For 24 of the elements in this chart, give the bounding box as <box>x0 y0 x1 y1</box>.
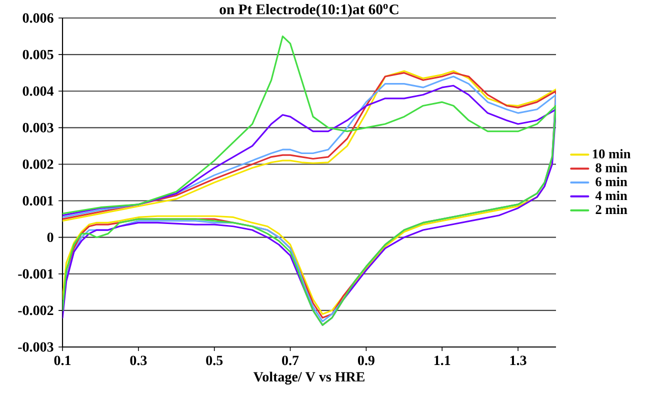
x-tick-label: 1.1 <box>434 356 450 366</box>
legend-label: 8 min <box>596 162 628 172</box>
y-tick-label: -0.002 <box>18 306 54 316</box>
y-tick-label: 0.001 <box>22 196 54 206</box>
x-tick-label: 0.9 <box>358 356 374 366</box>
x-tick-label: 0.7 <box>282 356 299 366</box>
legend-label: 10 min <box>592 149 631 158</box>
x-tick-label: 1.3 <box>510 356 526 366</box>
y-tick-label: 0.005 <box>22 50 54 60</box>
y-tick-label: -0.003 <box>18 342 54 352</box>
legend-label: 6 min <box>596 176 628 186</box>
legend-label: 2 min <box>596 204 628 214</box>
x-tick-label: 0.3 <box>130 356 147 366</box>
y-tick-label: 0.006 <box>22 13 54 23</box>
y-tick-label: 0 <box>47 232 54 242</box>
x-tick-label: 0.5 <box>206 356 223 366</box>
y-tick-label: 0.003 <box>22 122 54 132</box>
chart-title: on Pt Electrode(10:1)at 60$^{o}$C <box>220 4 398 18</box>
y-tick-label: 0.004 <box>22 86 54 96</box>
x-axis-title: Voltage/ V vs HRE <box>253 372 364 385</box>
legend-label: 4 min <box>595 190 628 200</box>
y-tick-label: -0.001 <box>18 269 54 279</box>
y-tick-label: 0.002 <box>22 159 54 169</box>
x-tick-label: 0.1 <box>54 356 71 366</box>
